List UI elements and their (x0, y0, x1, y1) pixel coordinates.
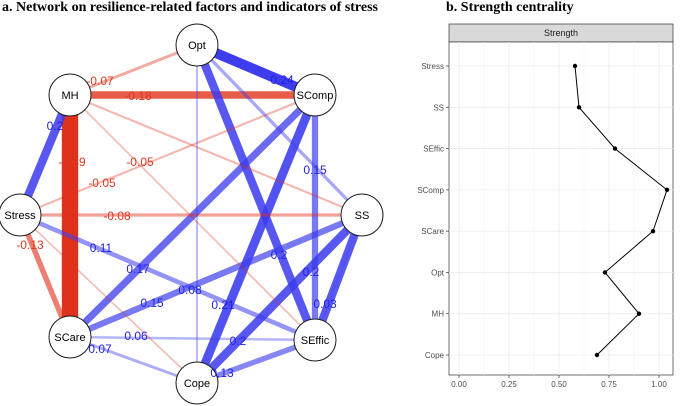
edge-weight-label: 0.11 (90, 241, 113, 255)
edge-weight-label: 0.15 (303, 163, 327, 177)
network-edge-stress-scomp (19, 94, 316, 216)
edge-weight-label: 0.03 (313, 297, 337, 311)
strength-y-tick-label: SCare (421, 227, 444, 236)
network-edge-ss-cope (194, 212, 365, 386)
network-node-circle (293, 318, 337, 362)
network-node-label: MH (61, 90, 78, 102)
edge-weight-label: 0.08 (178, 283, 202, 297)
edge-weight-label: -0.05 (88, 176, 116, 190)
network-node-circle (175, 361, 219, 405)
network-edge-scomp-cope (192, 93, 320, 385)
strength-x-tick-label: 0.25 (501, 380, 517, 389)
network-edge-stress-cope (19, 214, 198, 384)
network-edge-labels: -0.39 -0.18 0.24 0.2 0.15 0.2 0.2 0.21 0.2 0.17 0.… (16, 73, 337, 380)
network-edge-mh-opt (69, 43, 198, 97)
strength-x-tick-label: 0.00 (451, 380, 467, 389)
strength-x-tick-label: 1.00 (651, 380, 667, 389)
strength-y-tick-label: Cope (425, 351, 445, 360)
strength-point-opt (602, 270, 608, 275)
strength-point-cope (594, 352, 600, 358)
strength-point-mh (636, 311, 642, 316)
network-edge-opt-seffic (193, 43, 319, 342)
strength-point-seffic (612, 146, 618, 151)
edge-weight-label: 0.13 (210, 366, 234, 380)
network-edge-mh-ss (69, 94, 363, 216)
strength-panel-title: b. Strength centrality (446, 0, 574, 15)
network-nodes: Opt SComp SS SEffic Cope SCare Stress MH (0, 23, 384, 405)
edge-weight-label: 0.21 (211, 298, 235, 312)
edge-weight-label: 0.2 (230, 334, 247, 348)
strength-grid (446, 42, 673, 378)
edge-weight-label: -0.05 (126, 155, 154, 169)
strength-x-tick-label: 0.50 (551, 380, 567, 389)
strength-point-stress (572, 63, 578, 69)
network-node-label: SEffic (301, 335, 330, 347)
edge-weight-label: -0.08 (103, 209, 131, 223)
network-edge-stress-seffic (19, 212, 316, 343)
strength-y-tick-label: Opt (431, 268, 445, 277)
network-node-circle (175, 23, 219, 67)
edge-weight-label: 0.2 (271, 248, 288, 262)
network-node-label: SComp (297, 90, 334, 102)
network-edge-ss-scare (68, 212, 364, 340)
network-node-ss: SS (340, 193, 384, 237)
strength-tick-labels: 0.00 0.25 0.50 0.75 1.00 Stress SS SEffic SComp S… (417, 62, 667, 389)
network-node-cope: Cope (175, 361, 219, 405)
edge-weight-label: -0.13 (16, 238, 44, 252)
network-node-label: SCare (54, 332, 85, 344)
network-node-label: Stress (4, 210, 36, 222)
edge-weight-label: 0.07 (88, 342, 112, 356)
strength-point-scomp (664, 187, 670, 193)
network-node-scomp: SComp (293, 73, 337, 117)
network-node-circle (48, 73, 92, 117)
edge-weight-label: 0.2 (303, 265, 320, 279)
network-node-opt: Opt (175, 23, 219, 67)
edge-weight-label: -0.18 (124, 89, 152, 103)
network-node-label: Cope (184, 378, 210, 390)
network-edge-scomp-scare (67, 92, 318, 340)
strength-point-scare (650, 228, 656, 234)
edge-weight-label: -0.07 (86, 74, 114, 88)
edge-weight-label: 0.24 (270, 73, 294, 87)
network-node-circle (48, 315, 92, 359)
strength-point-ss (576, 105, 582, 110)
network-node-label: Opt (188, 40, 206, 52)
strength-x-tick-label: 0.75 (601, 380, 617, 389)
network-edge-opt-ss (195, 43, 364, 217)
network-node-stress: Stress (0, 193, 42, 237)
network-edge-ss-seffic (314, 214, 363, 341)
strength-y-tick-label: SComp (417, 186, 444, 195)
network-panel-title: a. Network on resilience-related factors… (2, 0, 378, 15)
edge-weight-label: 0.15 (140, 296, 164, 310)
edge-weight-label: 0.06 (124, 329, 148, 343)
network-edge-stress-scare (17, 213, 73, 339)
edge-weight-label: 0.17 (126, 262, 150, 276)
strength-facet-label: Strength (544, 28, 578, 38)
strength-y-tick-label: SS (433, 103, 444, 112)
network-node-seffic: SEffic (293, 318, 337, 362)
network-node-circle (293, 73, 337, 117)
network-edge-scare-cope (69, 335, 198, 385)
network-node-circle (340, 193, 384, 237)
strength-series (572, 63, 670, 358)
edge-weight-label: 0.2 (47, 119, 64, 133)
strength-line (574, 65, 668, 356)
strength-y-tick-label: Stress (421, 62, 444, 71)
network-node-label: SS (355, 210, 370, 222)
network-edge-ss-seffic (311, 213, 366, 342)
network-node-scare: SCare (48, 315, 92, 359)
network-edge-scare-seffic (69, 335, 316, 342)
strength-y-tick-label: SEffic (423, 145, 444, 154)
edge-weight-label: -0.39 (58, 155, 86, 169)
strength-y-tick-label: MH (432, 310, 445, 319)
network-edge-mh-seffic (69, 94, 316, 341)
network-node-circle (0, 193, 42, 237)
strength-plot-area (448, 41, 674, 376)
network-edges (16, 40, 366, 386)
network-node-mh: MH (48, 73, 92, 117)
network-edge-mh-stress (16, 93, 74, 217)
